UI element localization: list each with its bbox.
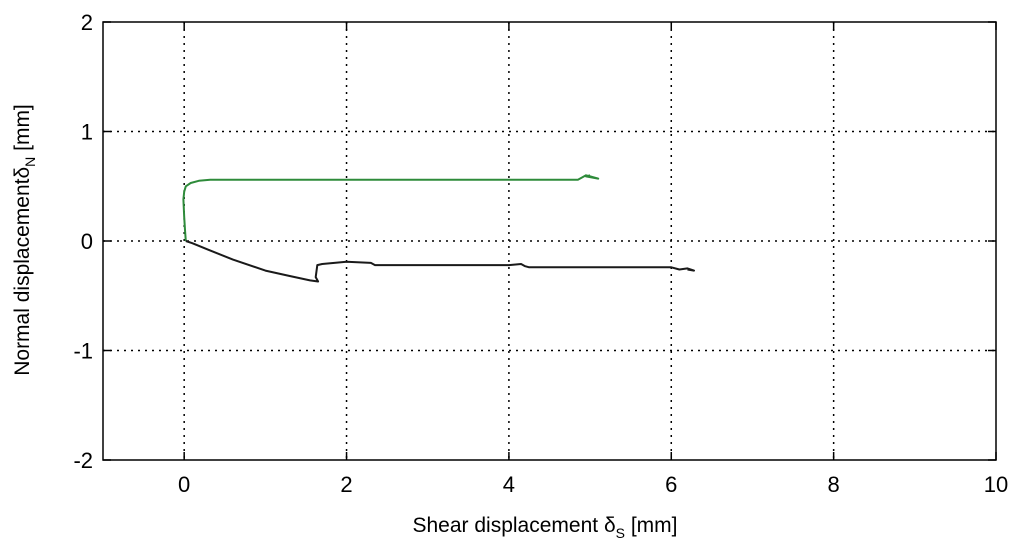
y-tick-label: 2	[81, 10, 93, 35]
x-tick-label: 0	[178, 472, 190, 497]
x-tick-label: 6	[665, 472, 677, 497]
plot-series	[182, 174, 695, 283]
x-tick-label: 4	[503, 472, 515, 497]
x-tick-label: 10	[984, 472, 1008, 497]
y-tick-label: -1	[73, 339, 93, 364]
x-tick-label: 2	[340, 472, 352, 497]
grid-lines	[103, 22, 996, 460]
x-axis-title: Shear displacement δS [mm]	[413, 514, 678, 541]
y-tick-labels: -2 -1 0 1 2	[73, 10, 93, 473]
y-axis-title: Normal displacementδN [mm]	[11, 104, 38, 376]
axis-ticks	[103, 21, 997, 461]
y-tick-label: -2	[73, 448, 93, 473]
x-tick-label: 8	[828, 472, 840, 497]
x-tick-labels: 0 2 4 6 8 10	[178, 472, 1008, 497]
y-tick-label: 0	[81, 229, 93, 254]
series-line-2	[185, 240, 695, 283]
y-tick-label: 1	[81, 120, 93, 145]
series-line-1	[182, 174, 600, 242]
